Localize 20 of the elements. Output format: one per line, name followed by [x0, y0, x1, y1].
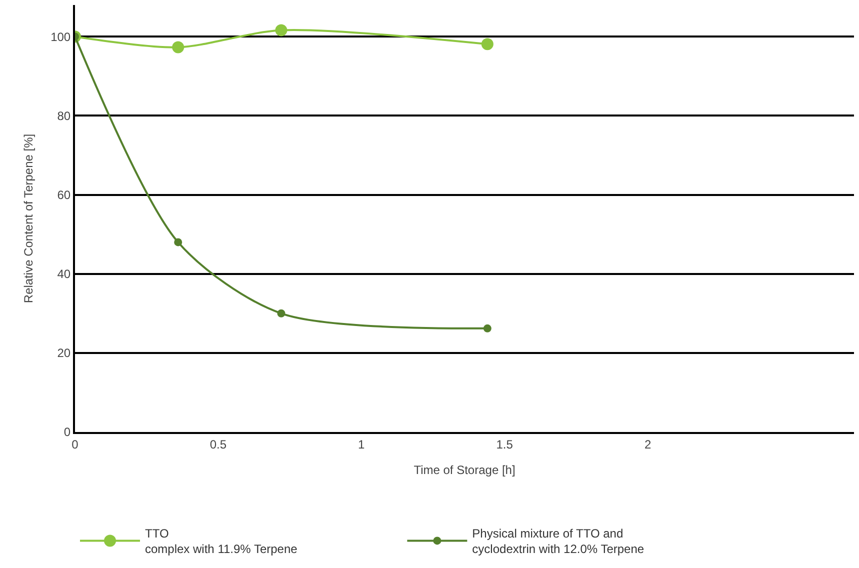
point — [277, 309, 286, 318]
point — [174, 238, 182, 246]
x-axis-title: Time of Storage [h] — [414, 462, 516, 477]
y-tick-label: 80 — [57, 108, 71, 123]
y-tick-label: 60 — [57, 188, 71, 202]
x-tick-label: 1.5 — [496, 437, 514, 452]
x-tick-label: 2 — [644, 437, 652, 452]
point — [483, 324, 492, 332]
x-tick-label: 1 — [358, 437, 366, 452]
point — [172, 41, 184, 54]
y-tick-label: 100 — [50, 30, 71, 44]
y-axis-title: Relative Content of Terpene [%] — [21, 134, 36, 304]
legend-label: TTO complex with 11.9% Terpene — [145, 526, 298, 556]
y-tick-label: 0 — [64, 425, 71, 440]
point — [481, 38, 494, 50]
x-tick-label: 0.5 — [210, 437, 227, 452]
y-tick-label: 20 — [57, 346, 71, 360]
point — [275, 24, 288, 36]
y-tick-label: 40 — [57, 267, 71, 282]
legend-label: Physical mixture of TTO and cyclodextrin with 12.0% Terpene — [472, 526, 644, 556]
